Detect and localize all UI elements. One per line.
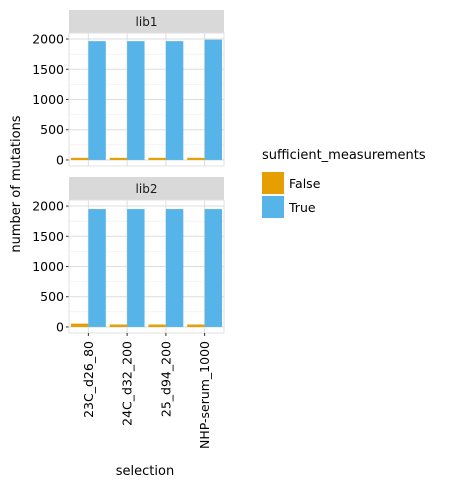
bar-lib2-false-1 (109, 324, 128, 327)
x-tick-label: 25_d94_200 (158, 341, 173, 417)
legend-label-false: False (289, 176, 321, 191)
legend-key-false (262, 172, 284, 194)
legend-key-true (262, 196, 284, 218)
bar-lib1-true-1 (127, 41, 145, 160)
y-tick-label: 2000 (32, 199, 64, 214)
bar-lib1-false-2 (148, 157, 166, 160)
panel-border (68, 199, 225, 334)
bar-lib2-false-3 (187, 324, 205, 327)
y-tick-label: 1000 (32, 259, 64, 274)
bar-lib2-true-1 (127, 209, 145, 327)
bar-lib2-true-3 (204, 209, 223, 327)
bar-lib2-false-2 (148, 324, 166, 327)
bar-lib1-true-3 (204, 39, 223, 160)
panel-border (68, 32, 225, 167)
bar-lib2-true-0 (88, 209, 106, 327)
y-tick-label: 2000 (32, 32, 64, 47)
bar-lib2-false-0 (70, 323, 89, 327)
y-tick-label: 1500 (32, 62, 64, 77)
facet-strip-label: lib2 (136, 182, 158, 196)
facet-strip-lib2 (69, 177, 224, 200)
legend-label-true: True (288, 200, 316, 215)
bar-lib1-false-3 (187, 157, 205, 160)
x-tick-label: 23C_d26_80 (81, 341, 96, 418)
y-axis-label: number of mutations (9, 115, 24, 252)
bar-lib1-false-0 (70, 157, 89, 160)
x-tick-label: 24C_d32_200 (120, 341, 135, 426)
y-tick-label: 500 (40, 289, 64, 304)
x-tick-label: NHP-serum_1000 (197, 341, 212, 449)
facet-strip-label: lib1 (136, 15, 158, 29)
facet-strip-lib1 (69, 10, 224, 33)
y-tick-label: 1000 (32, 92, 64, 107)
legend-title: sufficient_measurements (262, 148, 426, 163)
bar-lib2-true-2 (165, 209, 184, 327)
y-tick-label: 1500 (32, 229, 64, 244)
y-tick-label: 500 (40, 122, 64, 137)
bar-lib1-true-0 (88, 41, 106, 160)
bar-lib1-true-2 (165, 41, 184, 160)
y-tick-label: 0 (56, 319, 64, 334)
x-axis-label: selection (116, 464, 174, 479)
y-tick-label: 0 (56, 152, 64, 167)
bar-lib1-false-1 (109, 157, 128, 160)
